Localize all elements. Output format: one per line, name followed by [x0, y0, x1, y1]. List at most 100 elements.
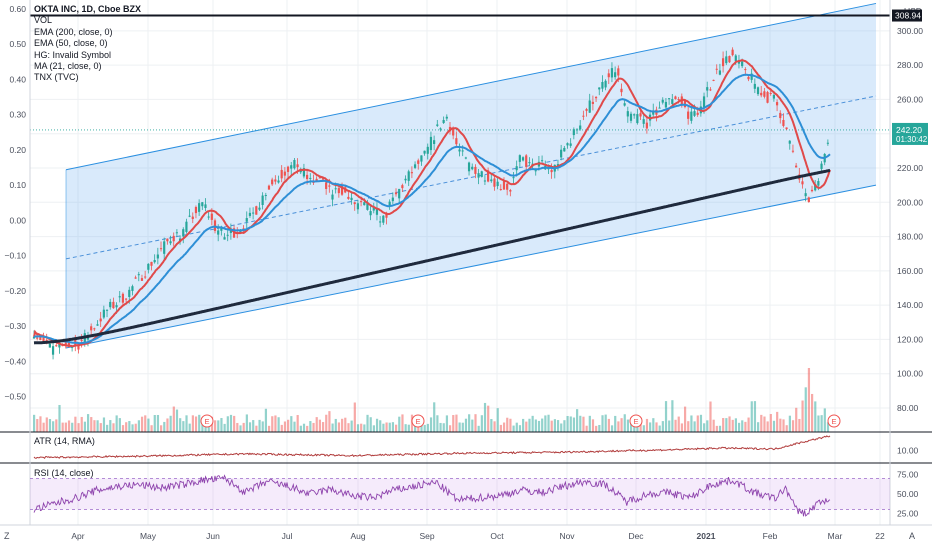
volume-bar — [734, 418, 737, 432]
earnings-marker — [827, 414, 841, 428]
volume-bar — [741, 420, 744, 432]
candle-body — [471, 166, 474, 170]
volume-bar — [356, 424, 360, 432]
volume-bar — [264, 408, 268, 432]
candle-body — [166, 238, 169, 242]
volume-bar — [487, 405, 490, 432]
volume-bar — [576, 409, 579, 432]
volume-bar — [312, 422, 315, 432]
time-axis-tick: 2021 — [697, 531, 716, 541]
volume-bar — [607, 418, 610, 432]
volume-bar — [293, 421, 296, 432]
candle-body — [286, 166, 290, 172]
atr-pane-label[interactable]: ATR (14, RMA) — [34, 436, 95, 446]
candle-body — [99, 318, 102, 322]
volume-bar — [328, 411, 331, 432]
volume-bar — [150, 425, 153, 432]
candle-body — [198, 203, 201, 212]
volume-bar — [160, 425, 163, 432]
right-axis-tick: 140.00 — [897, 300, 923, 310]
candle-body — [744, 69, 747, 71]
volume-bar — [429, 417, 433, 432]
left-corner-label[interactable]: Z — [4, 531, 10, 541]
candle-body — [455, 138, 458, 145]
volume-bar — [683, 406, 687, 432]
legend-item-tnx[interactable]: TNX (TVC) — [34, 72, 79, 83]
time-axis-tick: Dec — [628, 531, 644, 541]
candle-body — [731, 49, 734, 56]
volume-bar — [483, 402, 487, 432]
volume-bar — [109, 420, 112, 432]
rsi-pane-label[interactable]: RSI (14, close) — [34, 468, 94, 478]
volume-bar — [391, 422, 395, 432]
volume-bar — [93, 420, 96, 432]
right-axis-tick: 180.00 — [897, 232, 923, 242]
candle-body — [407, 171, 410, 181]
candle-body — [204, 204, 207, 209]
candle-body — [702, 96, 706, 108]
candle-body — [677, 99, 680, 101]
atr-axis-tick: 10.00 — [897, 445, 919, 455]
candle-body — [128, 289, 131, 297]
right-axis-tick: 260.00 — [897, 94, 923, 104]
candle-body — [153, 260, 156, 263]
volume-bar — [518, 425, 522, 432]
candle-body — [461, 150, 464, 152]
legend-item-ema200[interactable]: EMA (200, close, 0) — [34, 26, 113, 37]
candle-body — [563, 147, 566, 152]
volume-bar — [826, 422, 830, 432]
candle-body — [261, 195, 264, 205]
candle-body — [140, 278, 144, 281]
candle-body — [39, 337, 42, 341]
candle-body — [188, 215, 191, 217]
candle-body — [779, 112, 782, 119]
candle-body — [741, 61, 744, 67]
candle-body — [328, 185, 331, 187]
candle-body — [80, 339, 83, 342]
candle-body — [318, 177, 321, 179]
volume-bar — [347, 423, 350, 432]
volume-bar — [817, 415, 820, 432]
legend-item-ema50[interactable]: EMA (50, close, 0) — [34, 38, 108, 49]
candle-body — [661, 99, 664, 103]
volume-bar — [493, 421, 496, 432]
candle-body — [756, 87, 760, 95]
volume-bar — [582, 416, 585, 432]
volume-bar — [703, 423, 706, 432]
volume-bar — [715, 425, 718, 432]
candle-body — [668, 98, 671, 100]
candle-body — [258, 207, 261, 210]
right-axis-tick: 160.00 — [897, 266, 923, 276]
candle-body — [772, 94, 775, 99]
volume-bar — [42, 422, 45, 432]
volume-bar — [737, 422, 741, 432]
volume-bar — [722, 418, 725, 432]
volume-bar — [379, 420, 382, 432]
candle-body — [401, 185, 404, 189]
volume-bar — [198, 414, 201, 432]
legend-item-hg[interactable]: HG: Invalid Symbol — [34, 49, 112, 60]
candle-body — [671, 99, 674, 104]
time-axis-tick: Jul — [282, 531, 293, 541]
candle-body — [436, 124, 439, 126]
time-axis-tick: 22 — [875, 531, 885, 541]
candle-body — [804, 193, 807, 197]
volume-bar — [153, 415, 156, 432]
candle-body — [267, 185, 271, 190]
earnings-marker-label: E — [633, 417, 638, 426]
right-corner-label[interactable]: A — [909, 531, 916, 541]
candle-body — [712, 79, 715, 81]
volume-bar — [725, 418, 728, 432]
volume-bar — [302, 423, 306, 432]
candle-body — [474, 166, 477, 174]
volume-bar — [553, 419, 556, 432]
volume-bar — [175, 409, 179, 432]
candle-body — [274, 179, 277, 182]
candle-body — [499, 188, 502, 190]
candle-body — [175, 232, 178, 234]
legend-item-ma21[interactable]: MA (21, close, 0) — [34, 61, 102, 72]
time-axis-tick: Jun — [206, 531, 220, 541]
legend-item-vol[interactable]: VOL — [34, 15, 53, 26]
candle-body — [71, 346, 74, 348]
